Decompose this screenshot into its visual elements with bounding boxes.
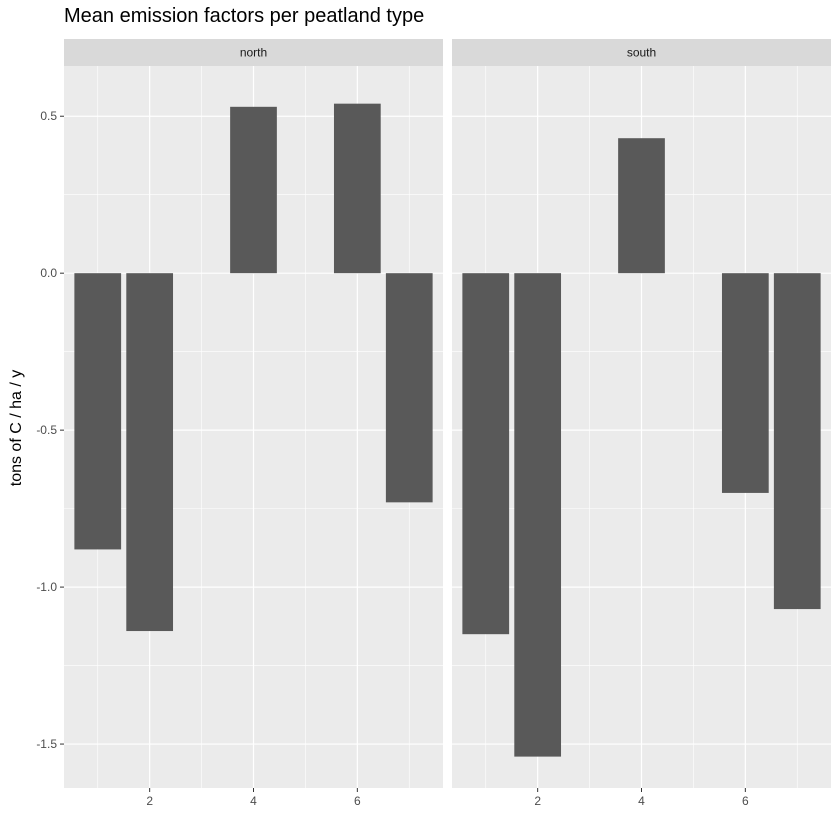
x-tick-label: 6	[354, 794, 361, 808]
x-tick-label: 4	[638, 794, 645, 808]
bar	[721, 273, 769, 493]
chart-title: Mean emission factors per peatland type	[64, 5, 425, 27]
bar	[230, 106, 277, 274]
y-tick-label: -1.0	[36, 580, 57, 594]
facet-strip-label: north	[240, 46, 267, 60]
y-tick-label: 0.5	[40, 109, 57, 123]
bar	[385, 273, 433, 503]
bar	[773, 273, 821, 610]
facet-strip	[64, 39, 443, 66]
facet-strip	[452, 39, 831, 66]
x-tick-label: 2	[534, 794, 541, 808]
x-tick-label: 6	[742, 794, 749, 808]
bar	[462, 273, 510, 635]
bar	[74, 273, 122, 550]
bar	[126, 273, 174, 632]
y-tick-label: 0.0	[40, 266, 57, 280]
facet-strip-label: south	[627, 46, 656, 60]
x-tick-label: 4	[250, 794, 257, 808]
y-tick-label: -0.5	[36, 423, 57, 437]
bar	[333, 103, 381, 274]
x-tick-label: 2	[146, 794, 153, 808]
bar	[514, 273, 562, 757]
y-tick-label: -1.5	[36, 737, 57, 751]
bar	[618, 138, 665, 274]
